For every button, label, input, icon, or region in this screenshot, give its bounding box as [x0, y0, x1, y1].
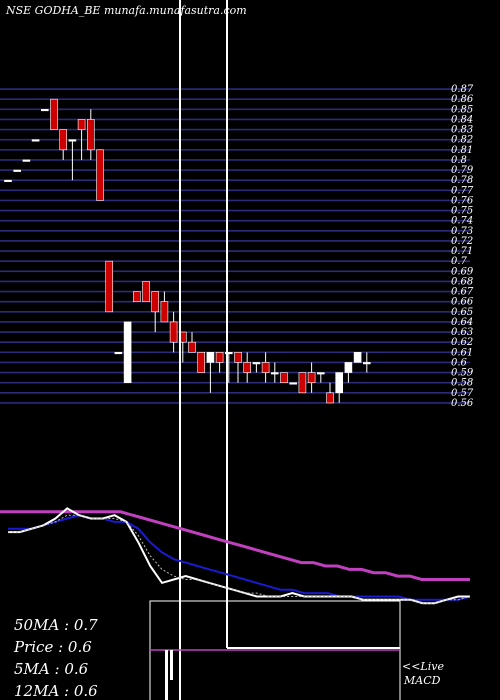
stat-5ma: 5MA : 0.6: [14, 660, 89, 678]
tick-label: 0.86: [451, 94, 474, 105]
ma-line: [8, 514, 471, 604]
tick-label: 0.85: [451, 104, 473, 115]
tick-label: 0.82: [451, 135, 473, 146]
candle-body: [40, 109, 49, 112]
candle-body: [22, 159, 31, 162]
candle-body: [335, 372, 344, 394]
macd-panel: [149, 600, 401, 700]
candle-body: [197, 352, 205, 373]
candle-body: [31, 139, 40, 142]
stat-price: Price : 0.6: [13, 638, 92, 656]
candle-body: [215, 352, 224, 363]
candle-body: [252, 362, 261, 365]
tick-label: 0.78: [451, 175, 473, 186]
tick-label: 0.74: [451, 216, 473, 227]
tick-label: 0.58: [451, 378, 473, 389]
candle-body: [243, 362, 251, 373]
tick-label: 0.84: [451, 114, 473, 125]
candle-body: [298, 372, 307, 394]
moving-average-lines: [0, 507, 471, 605]
candle-body: [68, 139, 77, 142]
candle-body: [133, 291, 141, 302]
macd-frame: [149, 600, 401, 700]
macd-label: MACD: [403, 674, 441, 687]
overlay-lines: [179, 0, 400, 700]
candle-body: [50, 98, 58, 130]
candle-body: [234, 352, 242, 363]
tick-label: 0.72: [451, 236, 473, 247]
macd-live-label: <<Live: [402, 660, 444, 673]
candle-body: [123, 321, 132, 383]
candle-body: [188, 341, 196, 353]
candle-body: [353, 352, 362, 363]
tick-label: 0.81: [451, 145, 473, 156]
tick-label: 0.64: [451, 317, 473, 328]
candle-body: [344, 362, 353, 373]
tick-label: 0.7: [451, 256, 468, 267]
candle-body: [362, 362, 371, 365]
candle-body: [261, 362, 270, 373]
tick-label: 0.61: [451, 347, 473, 358]
candle-body: [316, 372, 325, 375]
candle-body: [4, 179, 12, 182]
tick-label: 0.6: [451, 357, 468, 368]
ma-line: [0, 510, 470, 581]
candle-body: [280, 372, 288, 383]
tick-label: 0.69: [451, 266, 474, 277]
tick-label: 0.65: [451, 307, 473, 318]
tick-label: 0.8: [451, 155, 467, 166]
candle-body: [96, 149, 104, 201]
macd-bar: [170, 650, 173, 680]
tick-label: 0.71: [451, 246, 473, 257]
candle-body: [77, 119, 86, 130]
candle-body: [114, 352, 123, 355]
candle-body: [206, 352, 215, 363]
candle-body: [142, 281, 150, 302]
candle-body: [59, 129, 68, 151]
tick-label: 0.75: [451, 206, 473, 217]
ma-line: [8, 514, 471, 601]
candle-body: [225, 352, 233, 355]
price-grid: [0, 88, 470, 404]
stat-12ma: 12MA : 0.6: [14, 682, 98, 700]
tick-label: 0.73: [451, 226, 473, 237]
tick-label: 0.68: [451, 276, 473, 287]
candle-body: [169, 321, 178, 343]
candle-body: [87, 119, 95, 151]
candle-body: [326, 392, 334, 404]
tick-label: 0.62: [451, 337, 473, 348]
tick-label: 0.77: [451, 185, 474, 196]
macd-bar: [165, 650, 168, 700]
candle-body: [160, 301, 169, 323]
candles: [4, 98, 371, 404]
tick-label: 0.76: [451, 195, 474, 206]
tick-label: 0.67: [451, 287, 474, 298]
candle-body: [289, 382, 298, 385]
stat-50ma: 50MA : 0.7: [14, 616, 98, 634]
ma-line: [8, 507, 470, 605]
candle-body: [270, 372, 279, 375]
candle-body: [307, 372, 316, 383]
tick-label: 0.56: [451, 398, 474, 409]
tick-label: 0.57: [451, 388, 474, 399]
candle-body: [13, 169, 21, 172]
tick-label: 0.63: [451, 327, 473, 338]
chart-title: NSE GODHA_BE munafa.munafasutra.com: [5, 4, 247, 17]
tick-label: 0.83: [451, 125, 473, 136]
candle-body: [151, 291, 159, 313]
tick-label: 0.66: [451, 297, 474, 308]
tick-label: 0.59: [451, 368, 474, 379]
tick-label: 0.87: [451, 84, 474, 95]
candle-body: [105, 260, 113, 313]
price-tick-labels: 0.870.860.850.840.830.820.810.80.790.780…: [451, 84, 474, 409]
tick-label: 0.79: [451, 165, 474, 176]
